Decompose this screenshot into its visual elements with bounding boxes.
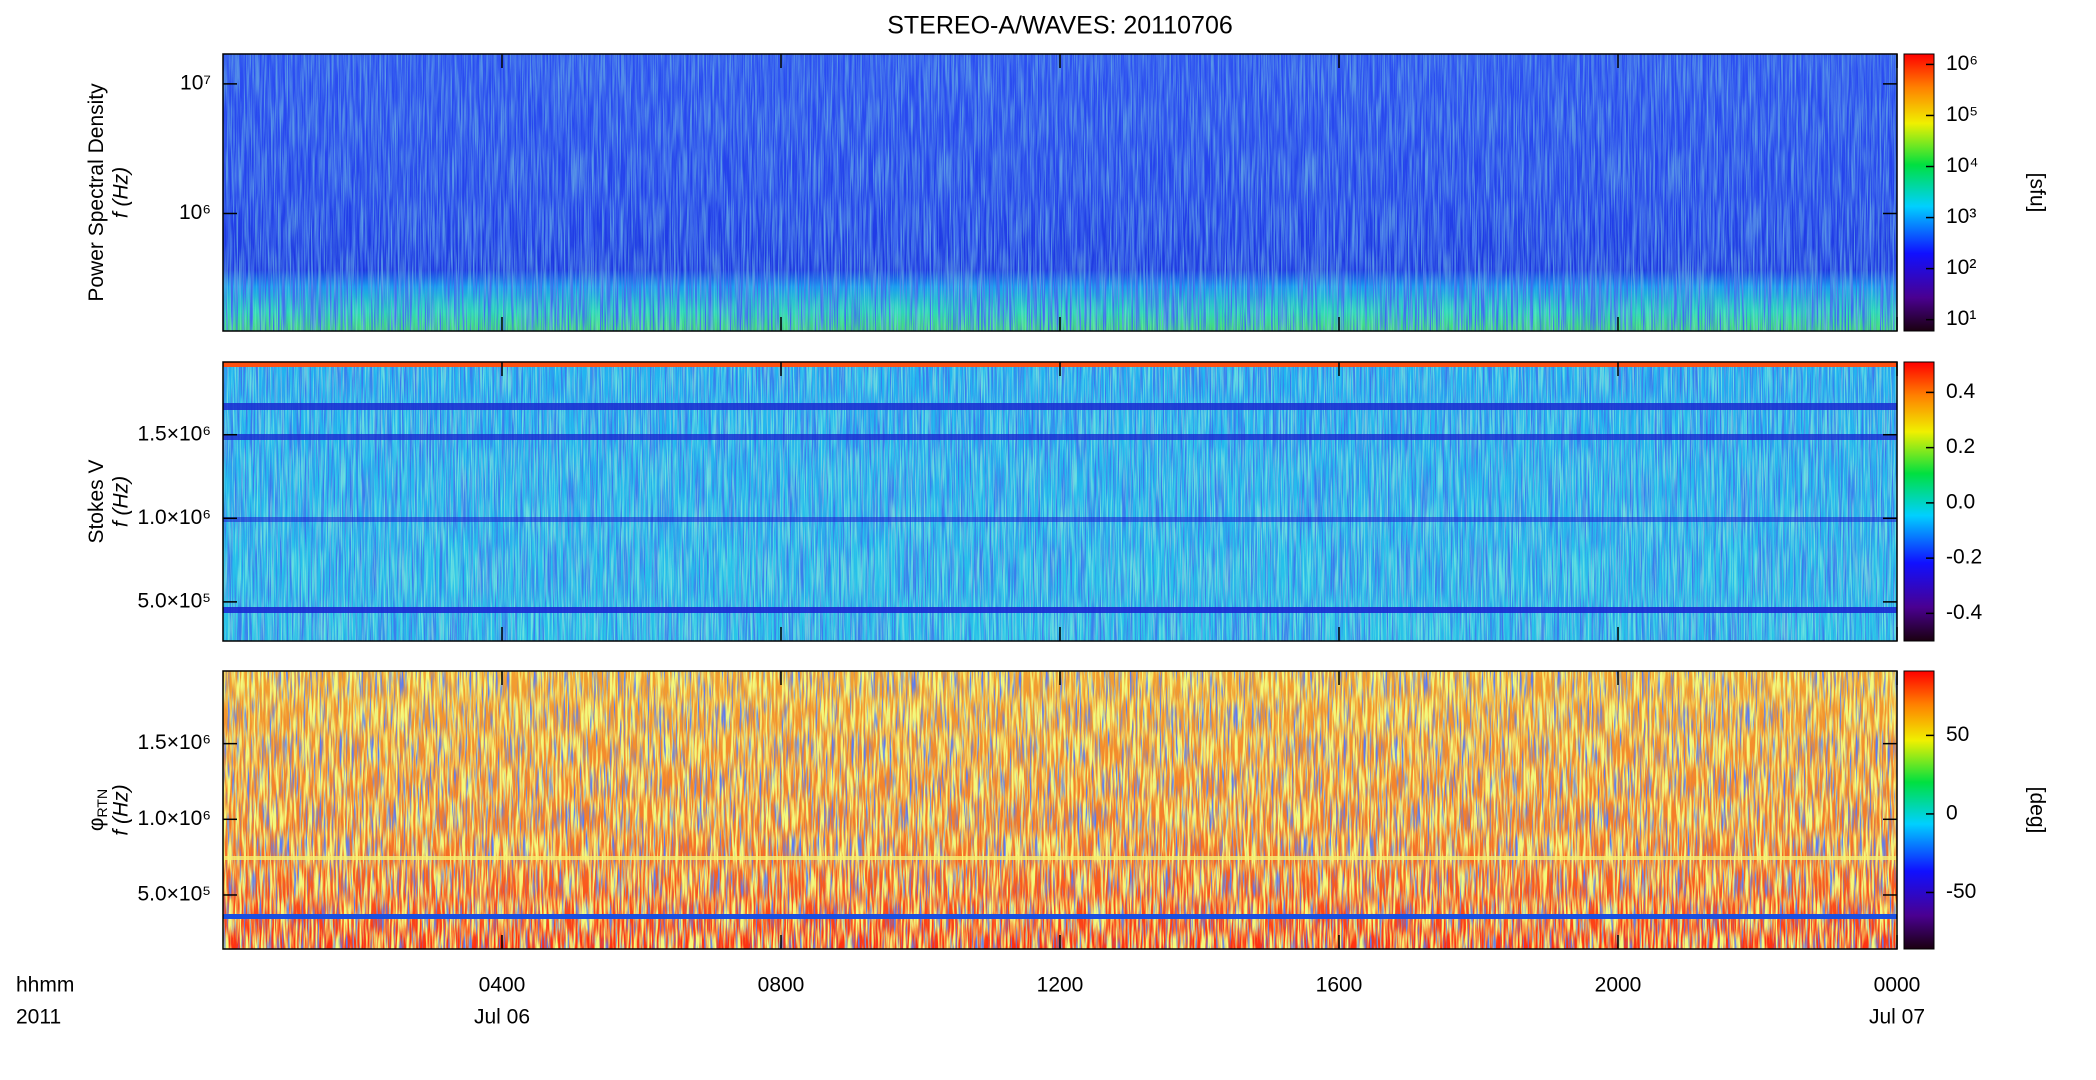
y-tick-label: 10⁶ — [179, 201, 211, 224]
y-axis-label: f (Hz) — [110, 784, 133, 835]
y-tick-label: 1.5×10⁶ — [138, 422, 211, 445]
colorbar-tick-label: 10⁶ — [1946, 52, 1978, 75]
y-axis-label-sub: RTN — [94, 789, 110, 818]
colorbar-tick-label: -0.2 — [1946, 546, 1982, 569]
y-axis-label: f (Hz) — [110, 167, 133, 218]
colorbar-label: [sfu] — [2025, 173, 2048, 213]
spectrogram-texture — [223, 54, 1897, 949]
y-tick-label: 10⁷ — [180, 71, 211, 94]
y-axis-label-text: φ — [85, 817, 108, 831]
x-tick-label: 0000 — [1874, 974, 1921, 997]
colorbar-tick-label: -50 — [1946, 880, 1976, 903]
y-tick-label: 1.5×10⁶ — [138, 731, 211, 754]
y-axis-label-text: Stokes V — [85, 459, 108, 543]
y-tick-label: 1.0×10⁶ — [138, 807, 211, 830]
y-tick-label: 1.0×10⁶ — [138, 506, 211, 529]
colorbar-tick-label: 0.0 — [1946, 490, 1975, 513]
x-tick-label: 1200 — [1037, 974, 1084, 997]
x-axis-label: 2011 — [16, 1006, 61, 1029]
colorbars — [1903, 53, 1935, 950]
colorbar-tick-label: 0 — [1946, 801, 1958, 824]
x-tick-label: 0400 — [479, 974, 526, 997]
colorbar-tick-label: 0.4 — [1946, 380, 1976, 403]
x-axis-label: hhmm — [16, 974, 74, 997]
x-tick-label: 2000 — [1595, 974, 1642, 997]
colorbar-tick-label: 10⁵ — [1946, 103, 1978, 126]
x-tick-label: 1600 — [1316, 974, 1363, 997]
y-axis-label: Power Spectral Density — [85, 83, 108, 302]
y-axis-label: φRTN — [85, 789, 110, 831]
y-axis-label-text: Power Spectral Density — [85, 83, 108, 302]
y-tick-label: 5.0×10⁵ — [137, 589, 211, 612]
colorbar-tick-label: -0.4 — [1946, 601, 1983, 624]
colorbar-tick-label: 10³ — [1946, 205, 1976, 228]
y-axis-label: f (Hz) — [110, 476, 133, 527]
chart-title: STEREO-A/WAVES: 20110706 — [887, 12, 1233, 40]
colorbar-tick-label: 10² — [1946, 256, 1976, 279]
colorbar-label: [deg] — [2025, 787, 2048, 834]
colorbar-tick-label: 10⁴ — [1946, 154, 1978, 177]
x-tick-date: Jul 07 — [1869, 1006, 1925, 1029]
x-tick-label: 0800 — [758, 974, 805, 997]
colorbar-tick-label: 10¹ — [1946, 307, 1976, 330]
x-tick-date: Jul 06 — [474, 1006, 530, 1029]
y-tick-label: 5.0×10⁵ — [137, 883, 211, 906]
colorbar-tick-label: 50 — [1946, 723, 1969, 746]
colorbar-tick-label: 0.2 — [1946, 435, 1975, 458]
y-axis-label: Stokes V — [85, 459, 108, 543]
